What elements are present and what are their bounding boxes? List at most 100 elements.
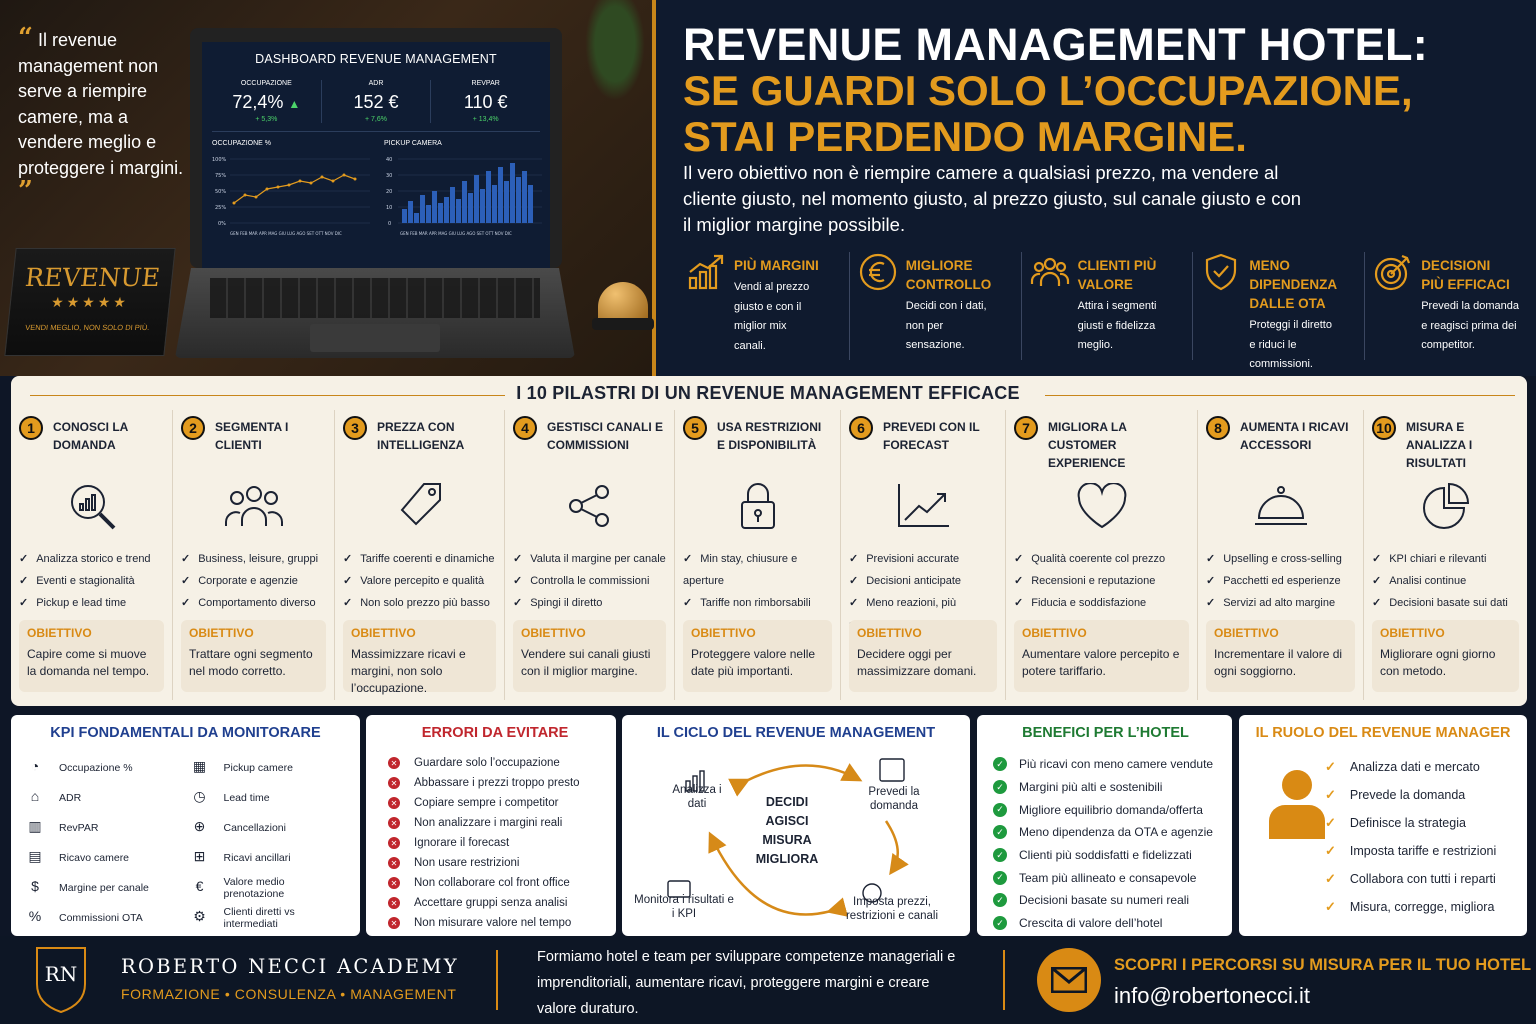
- benefit-list-text: Decisioni basate su numeri reali: [1019, 893, 1190, 908]
- pillar-7: 7 MIGLIORA LA CUSTOMER EXPERIENCE Qualità …: [1006, 410, 1198, 700]
- pillar-header: 2 SEGMENTA I CLIENTI: [181, 416, 326, 476]
- pickup-chart: PICKUP CAMERA 40 30 20 10 0 G: [384, 140, 544, 242]
- trend-up-icon: [849, 476, 997, 536]
- svg-text:20: 20: [386, 189, 392, 195]
- benefit-list-item: ✓ Crescita di valore dell’hotel: [993, 912, 1218, 935]
- hero-headline: REVENUE MANAGEMENT HOTEL: SE GUARDI SOLO…: [683, 22, 1533, 160]
- cancel-icon: ⊕: [193, 818, 206, 834]
- sign-tagline: VENDI MEGLIO, NON SOLO DI PIÙ.: [24, 323, 150, 332]
- svg-text:10: 10: [386, 205, 392, 211]
- pillar-title: AUMENTA I RICAVI ACCESSORI: [1240, 420, 1349, 452]
- kpi-item-label: Occupazione %: [59, 762, 133, 774]
- objective-text: Vendere sui canali giusti con il miglior…: [521, 647, 651, 678]
- laptop-screen: DASHBOARD REVENUE MANAGEMENT OCCUPAZIONE…: [190, 28, 562, 268]
- dashboard-kpi: ADR 152 € + 7,6%: [322, 80, 432, 123]
- pillar-point: Tariffe non rimborsabili: [683, 592, 832, 614]
- cycle-center-2: AGISCI: [765, 814, 809, 828]
- svg-text:0: 0: [388, 221, 391, 227]
- pillar-point: Servizi ad alto margine: [1206, 592, 1355, 614]
- benefit-desc: Prevedi la domanda e reagisci prima dei …: [1421, 300, 1520, 351]
- svg-text:50%: 50%: [215, 189, 226, 195]
- kpi-item: ▤ Ricavo camere: [25, 843, 182, 873]
- pillar-point: Comportamento diverso: [181, 592, 326, 614]
- svg-text:100%: 100%: [212, 157, 227, 163]
- cycle-center-1: DECIDI: [765, 795, 809, 809]
- footer-email-link[interactable]: info@robertonecci.it: [1114, 983, 1310, 1008]
- pillar-8: 8 AUMENTA I RICAVI ACCESSORI Upselling e c…: [1198, 410, 1364, 700]
- kpi-item-label: Commissioni OTA: [59, 912, 143, 924]
- group-icon: [181, 476, 326, 536]
- footer-mission: Formiamo hotel e team per sviluppare com…: [537, 949, 956, 1017]
- pillar-objective: OBIETTIVO Incrementare il valore di ogni …: [1206, 620, 1355, 692]
- pillar-points: Analizza storico e trendEventi e stagion…: [19, 548, 164, 614]
- pillar-title: MISURA E ANALIZZA I RISULTATI: [1406, 420, 1473, 470]
- plant-decoration: [580, 0, 650, 110]
- pillar-point: Recensioni e reputazione: [1014, 570, 1189, 592]
- pickup-chart-title: PICKUP CAMERA: [384, 140, 442, 147]
- gear-icon: ⚙: [193, 908, 206, 924]
- pillar-10: 10 MISURA E ANALIZZA I RISULTATI KPI chiar…: [1364, 410, 1527, 700]
- pillar-point: Upselling e cross-selling: [1206, 548, 1355, 570]
- objective-label: OBIETTIVO: [27, 626, 92, 640]
- role-item: ✓ Collabora con tutti i reparti: [1325, 865, 1496, 893]
- pillar-number: 3: [343, 416, 367, 440]
- pillar-points: Qualità coerente col prezzoRecensioni e …: [1014, 548, 1189, 614]
- error-item: ✕ Abbassare i prezzi troppo presto: [388, 773, 602, 793]
- benefit-title: DECISIONI PIÙ EFFICACI: [1421, 258, 1510, 292]
- hero-divider: [652, 0, 656, 376]
- benefit-title: MENO DIPENDENZA DALLE OTA: [1249, 258, 1338, 311]
- kpi-label: OCCUPAZIONE: [240, 80, 292, 87]
- benefit-desc: Vendi al prezzo giusto e con il miglior …: [734, 281, 810, 352]
- role-item: ✓ Analizza dati e mercato: [1325, 753, 1496, 781]
- pillar-point: Valuta il margine per canale: [513, 548, 666, 570]
- pillar-number: 5: [683, 416, 707, 440]
- footer-cta[interactable]: SCOPRI I PERCORSI SU MISURA PER IL TUO H…: [1114, 956, 1532, 974]
- gauge-icon: ◔: [30, 758, 40, 774]
- errors-list: ✕ Guardare solo l’occupazione ✕ Abbassare i…: [388, 753, 602, 933]
- headline-line-1: REVENUE MANAGEMENT HOTEL:: [683, 19, 1429, 70]
- cycle-step-imposta: Imposta prezzi, restrizioni e canali: [845, 896, 939, 922]
- pillar-point: Tariffe coerenti e dinamiche: [343, 548, 496, 570]
- pillar-1: 1 CONOSCI LA DOMANDA Analizza storico e tr…: [11, 410, 173, 700]
- x-circle-icon: ✕: [388, 757, 400, 769]
- kpi-item-label: RevPAR: [59, 822, 99, 834]
- shield-check-icon: [1206, 253, 1237, 291]
- check-circle-icon: ✓: [993, 757, 1007, 772]
- benefit-desc: Decidi con i dati, non per sensazione.: [905, 300, 987, 351]
- cycle-arrow-top: [728, 763, 863, 797]
- pillar-point: Pacchetti ed esperienze: [1206, 570, 1355, 592]
- bell-base: [592, 318, 654, 330]
- kpi-item: % Commissioni OTA: [25, 903, 182, 933]
- percent-icon: %: [28, 908, 42, 924]
- check-circle-icon: ✓: [993, 848, 1007, 863]
- x-circle-icon: ✕: [388, 817, 400, 829]
- errors-card-title: ERRORI DA EVITARE: [421, 725, 569, 741]
- sign-title: REVENUE: [23, 263, 162, 292]
- euro-icon: [859, 253, 896, 291]
- objective-text: Massimizzare ricavi e margini, non solo …: [351, 647, 466, 695]
- pillar-objective: OBIETTIVO Massimizzare ricavi e margini, …: [343, 620, 496, 695]
- pillars-title: I 10 PILASTRI DI UN REVENUE MANAGEMENT E…: [516, 383, 1020, 403]
- logo-initials: RN: [44, 962, 78, 986]
- check-icon: ✓: [1325, 815, 1336, 830]
- x-circle-icon: ✕: [388, 797, 400, 809]
- pillar-title: PREVEDI CON IL FORECAST: [883, 420, 980, 452]
- calendar-icon: [879, 758, 905, 782]
- error-text: Copiare sempre i competitor: [414, 797, 559, 809]
- hero-benefits: PIÙ MARGINI Vendi al prezzo giusto e con …: [678, 252, 1536, 370]
- x-circle-icon: ✕: [388, 837, 400, 849]
- error-item: ✕ Non misurare valore nel tempo: [388, 913, 602, 933]
- role-text: Prevede la domanda: [1349, 788, 1466, 802]
- kpi-item-label: Valore medio prenotazione: [223, 876, 285, 900]
- check-circle-icon: ✓: [993, 916, 1007, 931]
- pillar-6: 6 PREVEDI CON IL FORECAST Previsioni accur…: [841, 410, 1006, 700]
- svg-text:GEN FEB MAR APR MAG GIU LUG AG: GEN FEB MAR APR MAG GIU LUG AGO SET OTT …: [400, 231, 512, 236]
- role-card: IL RUOLO DEL REVENUE MANAGER ✓ Analizza d…: [1239, 715, 1527, 936]
- pillar-point: Fiducia e soddisfazione: [1014, 592, 1189, 614]
- pillar-points: Tariffe coerenti e dinamicheValore perce…: [343, 548, 496, 614]
- error-text: Abbassare i prezzi troppo presto: [414, 777, 580, 789]
- pillar-point: Non solo prezzo più basso: [343, 592, 496, 614]
- benefit-list-item: ✓ Decisioni basate su numeri reali: [993, 889, 1218, 912]
- headline-line-2: SE GUARDI SOLO L’OCCUPAZIONE,: [683, 67, 1413, 114]
- pillar-header: 6 PREVEDI CON IL FORECAST: [849, 416, 997, 476]
